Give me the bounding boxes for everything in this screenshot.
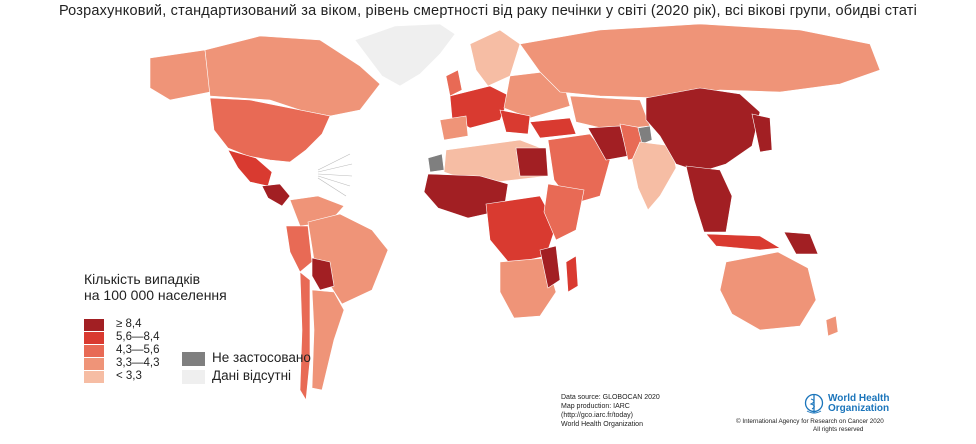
region-usa (209, 97, 331, 163)
region-korea-japan (751, 113, 773, 153)
legend-label: ≥ 8,4 (116, 318, 142, 330)
legend-swatch (84, 332, 104, 344)
region-not-applicable-kashmir (637, 125, 653, 145)
legend-swatch (84, 371, 104, 383)
legend-title-line1: Кількість випадків (84, 271, 201, 287)
legend-label: < 3,3 (116, 370, 142, 382)
legend-title-line2: на 100 000 населення (84, 287, 227, 303)
region-indonesia (705, 233, 781, 251)
legend-label: 5,6—8,4 (116, 331, 160, 343)
region-peru-ecuador (285, 225, 313, 273)
region-southeast-asia (685, 165, 733, 233)
legend-item: 5,6—8,4 (84, 331, 204, 344)
credit-line: World Health Organization (561, 421, 643, 428)
region-australia (719, 251, 817, 331)
who-emblem-icon (804, 393, 824, 414)
legend-swatch (84, 345, 104, 357)
legend-item: < 3,3 (84, 370, 204, 383)
region-canada (204, 35, 381, 117)
region-chile (299, 271, 311, 401)
legend-swatch (84, 358, 104, 370)
legend: Кількість випадків на 100 000 населення … (84, 271, 227, 383)
region-mozambique (539, 245, 561, 289)
region-balkans (499, 109, 531, 135)
region-alaska (149, 49, 211, 101)
region-iberia (439, 115, 469, 141)
credit-line: Data source: GLOBOCAN 2020 (561, 394, 660, 401)
region-turkey (529, 117, 577, 139)
legend-item: 3,3—4,3 (84, 357, 204, 370)
copyright-line: All rights reserved (813, 425, 864, 433)
who-name: World Health Organization (828, 394, 889, 414)
region-bolivia (311, 257, 335, 291)
region-china (645, 87, 761, 173)
legend-label: Дані відсутні (212, 368, 292, 383)
legend-no-data: Дані відсутні (182, 368, 342, 385)
credits: Data source: GLOBOCAN 2020 Map productio… (561, 393, 660, 429)
region-argentina (311, 289, 345, 391)
region-central-asia (569, 95, 651, 131)
who-logo-block: World Health Organization © Internationa… (736, 393, 976, 444)
copyright-line: © International Agency for Research on C… (736, 418, 884, 425)
map-title: Розрахунковий, стандартизований за віком… (58, 3, 918, 19)
who-name-line: World Health (828, 393, 890, 404)
legend-not-applicable: Не застосовано (182, 350, 342, 367)
region-greenland (354, 23, 456, 87)
region-central-america (261, 183, 291, 207)
region-western-sahara (427, 153, 445, 173)
legend-swatch (182, 352, 205, 366)
region-russia (519, 23, 881, 99)
legend-swatch (182, 370, 205, 384)
legend-swatch (84, 319, 104, 331)
credit-line: (http://gco.iarc.fr/today) (561, 412, 633, 419)
legend-label: Не застосовано (212, 350, 311, 365)
region-east-africa (543, 183, 585, 241)
region-uk (445, 69, 463, 97)
region-egypt (515, 147, 549, 177)
region-madagascar (565, 255, 579, 293)
region-png (783, 231, 819, 255)
copyright: © International Agency for Research on C… (736, 418, 886, 433)
credit-line: Map production: IARC (561, 403, 630, 410)
legend-item: 4,3—5,6 (84, 344, 204, 357)
legend-label: 4,3—5,6 (116, 344, 160, 356)
legend-item: ≥ 8,4 (84, 318, 204, 331)
who-name-line: Organization (828, 403, 890, 414)
legend-label: 3,3—4,3 (116, 357, 160, 369)
region-new-zealand (825, 315, 839, 337)
